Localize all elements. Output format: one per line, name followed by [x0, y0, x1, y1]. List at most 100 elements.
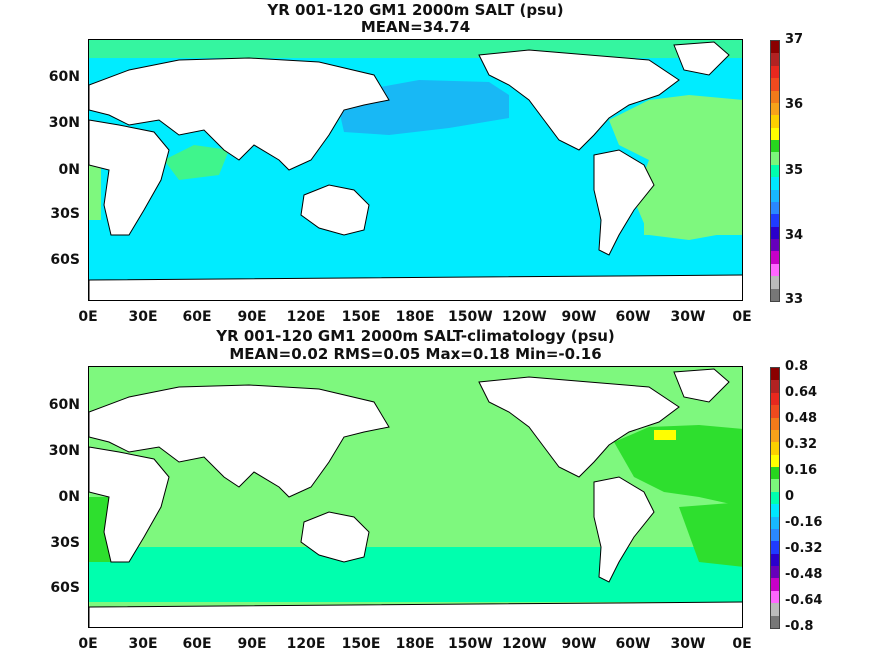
panel2-cb-label-9: -0.64 — [785, 593, 823, 608]
panel1-lon-60e: 60E — [182, 309, 212, 325]
panel1-greenland — [673, 41, 730, 76]
panel1-lon-180e: 180E — [395, 309, 435, 325]
panel2-lon-120w: 120W — [502, 636, 547, 652]
panel1-cb-label-36: 36 — [785, 97, 804, 112]
colorbar-segment — [771, 368, 779, 381]
panel2-map — [88, 366, 743, 628]
panel2-cb-label-5: 0 — [785, 489, 795, 504]
panel1-arctic — [89, 40, 742, 58]
colorbar-segment — [771, 288, 779, 301]
colorbar-segment — [771, 189, 779, 202]
colorbar-segment — [771, 41, 779, 54]
colorbar-segment — [771, 504, 779, 517]
panel2-australia — [300, 511, 370, 563]
panel1-title-line1: YR 001-120 GM1 2000m SALT (psu) — [267, 1, 564, 19]
panel1-lat-30n: 30N — [48, 115, 80, 131]
panel1-lon-120w: 120W — [502, 309, 547, 325]
panel2-lon-180e: 180E — [395, 636, 435, 652]
colorbar-segment — [771, 276, 779, 289]
colorbar-segment — [771, 553, 779, 566]
colorbar-segment — [771, 590, 779, 604]
panel1-lat-30s: 30S — [50, 206, 80, 222]
panel1-antarctica — [89, 274, 742, 300]
panel2-lon-0e-end: 0E — [732, 636, 752, 652]
colorbar-segment — [771, 78, 779, 91]
colorbar-segment — [771, 479, 779, 492]
panel2-cb-label-0: 0.8 — [785, 359, 809, 374]
colorbar-segment — [771, 380, 779, 393]
colorbar-segment — [771, 90, 779, 103]
panel2-greenland — [673, 368, 730, 403]
panel1-lon-60w: 60W — [615, 309, 651, 325]
panel1-australia — [300, 184, 370, 236]
panel2-lat-0n: 0N — [58, 489, 80, 505]
colorbar-segment — [771, 417, 779, 430]
panel1-title-line2: MEAN=34.74 — [360, 18, 471, 36]
panel2-cb-label-8: -0.48 — [785, 567, 823, 582]
colorbar-segment — [771, 102, 779, 116]
panel2-colorbar — [770, 367, 780, 629]
panel2-lat-60s: 60S — [50, 580, 80, 596]
colorbar-segment — [771, 467, 779, 480]
colorbar-segment — [771, 392, 779, 406]
panel2-lat-30s: 30S — [50, 535, 80, 551]
panel1-cb-label-35: 35 — [785, 163, 804, 178]
panel2-lon-30w: 30W — [670, 636, 706, 652]
panel1-colorbar — [770, 40, 780, 302]
panel1-south-america — [593, 149, 655, 256]
panel2-antarctica — [89, 601, 742, 627]
panel2-cb-label-3: 0.32 — [785, 437, 818, 452]
panel2-cb-label-10: -0.8 — [785, 619, 814, 634]
panel2-lat-30n: 30N — [48, 443, 80, 459]
colorbar-segment — [771, 442, 779, 455]
colorbar-segment — [771, 140, 779, 153]
colorbar-segment — [771, 454, 779, 467]
colorbar-segment — [771, 127, 779, 140]
panel2-cb-label-7: -0.32 — [785, 541, 823, 556]
colorbar-segment — [771, 164, 779, 178]
panel2-south-atlantic — [679, 502, 742, 567]
panel2-cb-label-6: -0.16 — [785, 515, 823, 530]
panel2-title-line1: YR 001-120 GM1 2000m SALT-climatology (p… — [216, 327, 615, 345]
colorbar-segment — [771, 566, 779, 579]
panel2-cb-label-2: 0.48 — [785, 411, 818, 426]
panel1-atlantic — [609, 95, 742, 240]
panel2-lon-150e: 150E — [341, 636, 381, 652]
panel1-map — [88, 39, 743, 301]
colorbar-segment — [771, 201, 779, 215]
panel2-southern — [89, 547, 742, 602]
colorbar-segment — [771, 214, 779, 227]
panel1-lon-0e-end: 0E — [732, 309, 752, 325]
colorbar-segment — [771, 226, 779, 239]
panel2-lon-150w: 150W — [448, 636, 493, 652]
panel2-west-edge-patch — [89, 497, 111, 562]
panel1-eurasia — [89, 57, 390, 171]
panel2-anomaly-peak — [654, 430, 676, 440]
colorbar-segment — [771, 65, 779, 79]
colorbar-segment — [771, 615, 779, 628]
colorbar-segment — [771, 528, 779, 542]
panel1-lat-60n: 60N — [48, 69, 80, 85]
panel2-north-america — [478, 376, 680, 478]
panel2-north-atlantic — [614, 425, 742, 507]
panel2-lat-60n: 60N — [48, 397, 80, 413]
panel1-west-edge-patch — [89, 165, 101, 220]
panel2-lon-60w: 60W — [615, 636, 651, 652]
panel2-lon-120e: 120E — [286, 636, 326, 652]
colorbar-segment — [771, 177, 779, 190]
panel1-lon-30w: 30W — [670, 309, 706, 325]
colorbar-segment — [771, 53, 779, 66]
panel1-lon-90e: 90E — [237, 309, 267, 325]
colorbar-segment — [771, 516, 779, 529]
colorbar-segment — [771, 152, 779, 165]
panel1-north-america — [478, 49, 680, 151]
colorbar-segment — [771, 405, 779, 418]
colorbar-segment — [771, 239, 779, 252]
panel2-lon-90w: 90W — [561, 636, 597, 652]
panel2-title-line2: MEAN=0.02 RMS=0.05 Max=0.18 Min=-0.16 — [229, 345, 602, 363]
panel2-lon-60e: 60E — [182, 636, 212, 652]
panel1-indian-patch — [164, 145, 229, 180]
panel2-lon-0e: 0E — [78, 636, 98, 652]
panel1-lon-120e: 120E — [286, 309, 326, 325]
panel1-africa — [89, 119, 170, 236]
